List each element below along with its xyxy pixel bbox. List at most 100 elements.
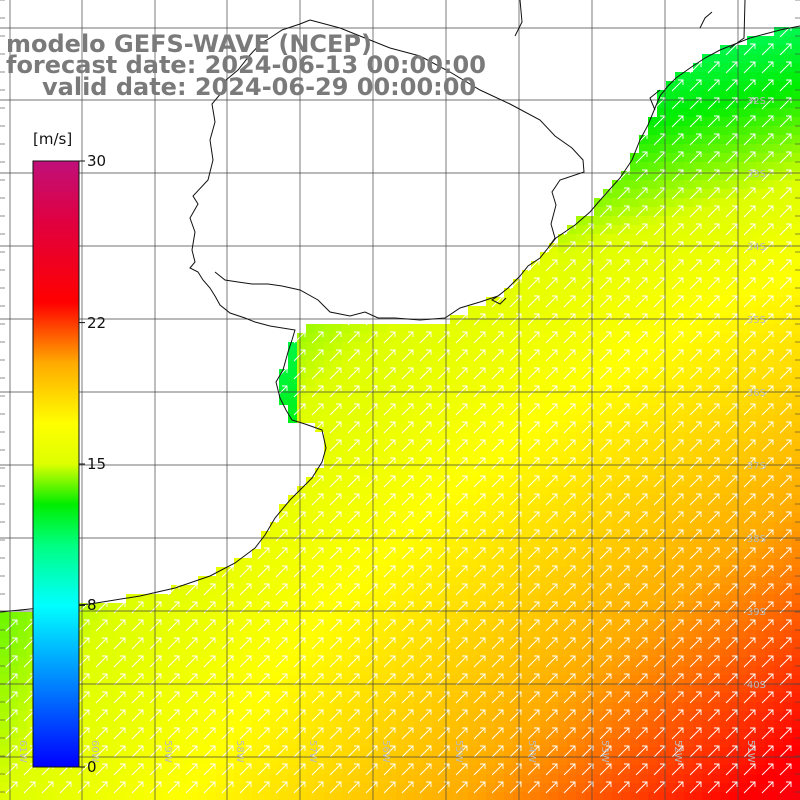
wind-cell <box>621 603 630 612</box>
wind-cell <box>369 621 378 630</box>
wind-cell <box>585 729 594 738</box>
wind-cell <box>675 90 684 99</box>
wind-cell <box>720 180 729 189</box>
wind-cell <box>756 279 765 288</box>
wind-cell <box>792 630 800 639</box>
wind-cell <box>774 306 783 315</box>
wind-cell <box>378 342 387 351</box>
wind-cell <box>225 756 234 765</box>
wind-cell <box>234 576 243 585</box>
wind-arrow <box>617 241 630 254</box>
wind-cell <box>657 792 666 800</box>
wind-cell <box>441 630 450 639</box>
wind-cell <box>387 711 396 720</box>
wind-cell <box>522 747 531 756</box>
wind-cell <box>567 603 576 612</box>
wind-cell <box>378 666 387 675</box>
wind-cell <box>594 288 603 297</box>
wind-cell <box>639 450 648 459</box>
wind-arrow <box>527 403 540 416</box>
wind-cell <box>189 792 198 800</box>
wind-cell <box>432 639 441 648</box>
wind-cell <box>702 477 711 486</box>
wind-cell <box>666 126 675 135</box>
wind-cell <box>792 135 800 144</box>
wind-cell <box>720 666 729 675</box>
wind-cell <box>288 693 297 702</box>
wind-cell <box>603 468 612 477</box>
wind-cell <box>9 693 18 702</box>
wind-cell <box>504 441 513 450</box>
wind-cell <box>450 567 459 576</box>
wind-cell <box>450 738 459 747</box>
wind-cell <box>774 369 783 378</box>
wind-cell <box>549 657 558 666</box>
wind-cell <box>252 639 261 648</box>
wind-cell <box>639 333 648 342</box>
wind-cell <box>612 396 621 405</box>
wind-arrow <box>671 493 684 506</box>
wind-cell <box>477 441 486 450</box>
wind-arrow <box>617 421 630 434</box>
wind-cell <box>207 729 216 738</box>
wind-cell <box>630 252 639 261</box>
wind-cell <box>135 621 144 630</box>
wind-arrow <box>329 367 342 380</box>
wind-cell <box>450 639 459 648</box>
wind-cell <box>441 324 450 333</box>
wind-cell <box>225 621 234 630</box>
wind-cell <box>387 675 396 684</box>
wind-cell <box>432 504 441 513</box>
wind-cell <box>459 504 468 513</box>
wind-cell <box>621 297 630 306</box>
wind-cell <box>585 378 594 387</box>
wind-arrow <box>419 493 432 506</box>
wind-cell <box>693 63 702 72</box>
wind-cell <box>396 405 405 414</box>
wind-cell <box>225 648 234 657</box>
wind-cell <box>612 225 621 234</box>
wind-cell <box>531 405 540 414</box>
wind-cell <box>531 693 540 702</box>
wind-cell <box>414 657 423 666</box>
wind-arrow <box>455 313 468 326</box>
wind-cell <box>783 657 792 666</box>
wind-cell <box>450 423 459 432</box>
wind-cell <box>666 117 675 126</box>
wind-cell <box>576 369 585 378</box>
wind-cell <box>666 288 675 297</box>
wind-arrow <box>545 529 558 542</box>
wind-cell <box>207 576 216 585</box>
wind-cell <box>261 666 270 675</box>
wind-cell <box>126 666 135 675</box>
wind-cell <box>765 585 774 594</box>
wind-arrow <box>689 295 702 308</box>
wind-cell <box>171 765 180 774</box>
wind-cell <box>468 477 477 486</box>
wind-cell <box>783 603 792 612</box>
wind-cell <box>648 414 657 423</box>
wind-cell <box>288 387 297 396</box>
wind-cell <box>549 369 558 378</box>
wind-cell <box>783 351 792 360</box>
wind-cell <box>774 711 783 720</box>
wind-cell <box>684 252 693 261</box>
wind-cell <box>387 792 396 800</box>
wind-cell <box>27 639 36 648</box>
wind-cell <box>441 603 450 612</box>
wind-cell <box>756 747 765 756</box>
wind-cell <box>252 675 261 684</box>
wind-cell <box>288 414 297 423</box>
wind-cell <box>540 693 549 702</box>
wind-cell <box>504 306 513 315</box>
wind-cell <box>675 567 684 576</box>
wind-cell <box>738 387 747 396</box>
wind-cell <box>648 684 657 693</box>
wind-cell <box>396 567 405 576</box>
wind-arrow <box>527 421 540 434</box>
wind-cell <box>513 711 522 720</box>
wind-cell <box>531 594 540 603</box>
wind-cell <box>792 144 800 153</box>
wind-cell <box>153 765 162 774</box>
wind-arrow <box>581 511 594 524</box>
